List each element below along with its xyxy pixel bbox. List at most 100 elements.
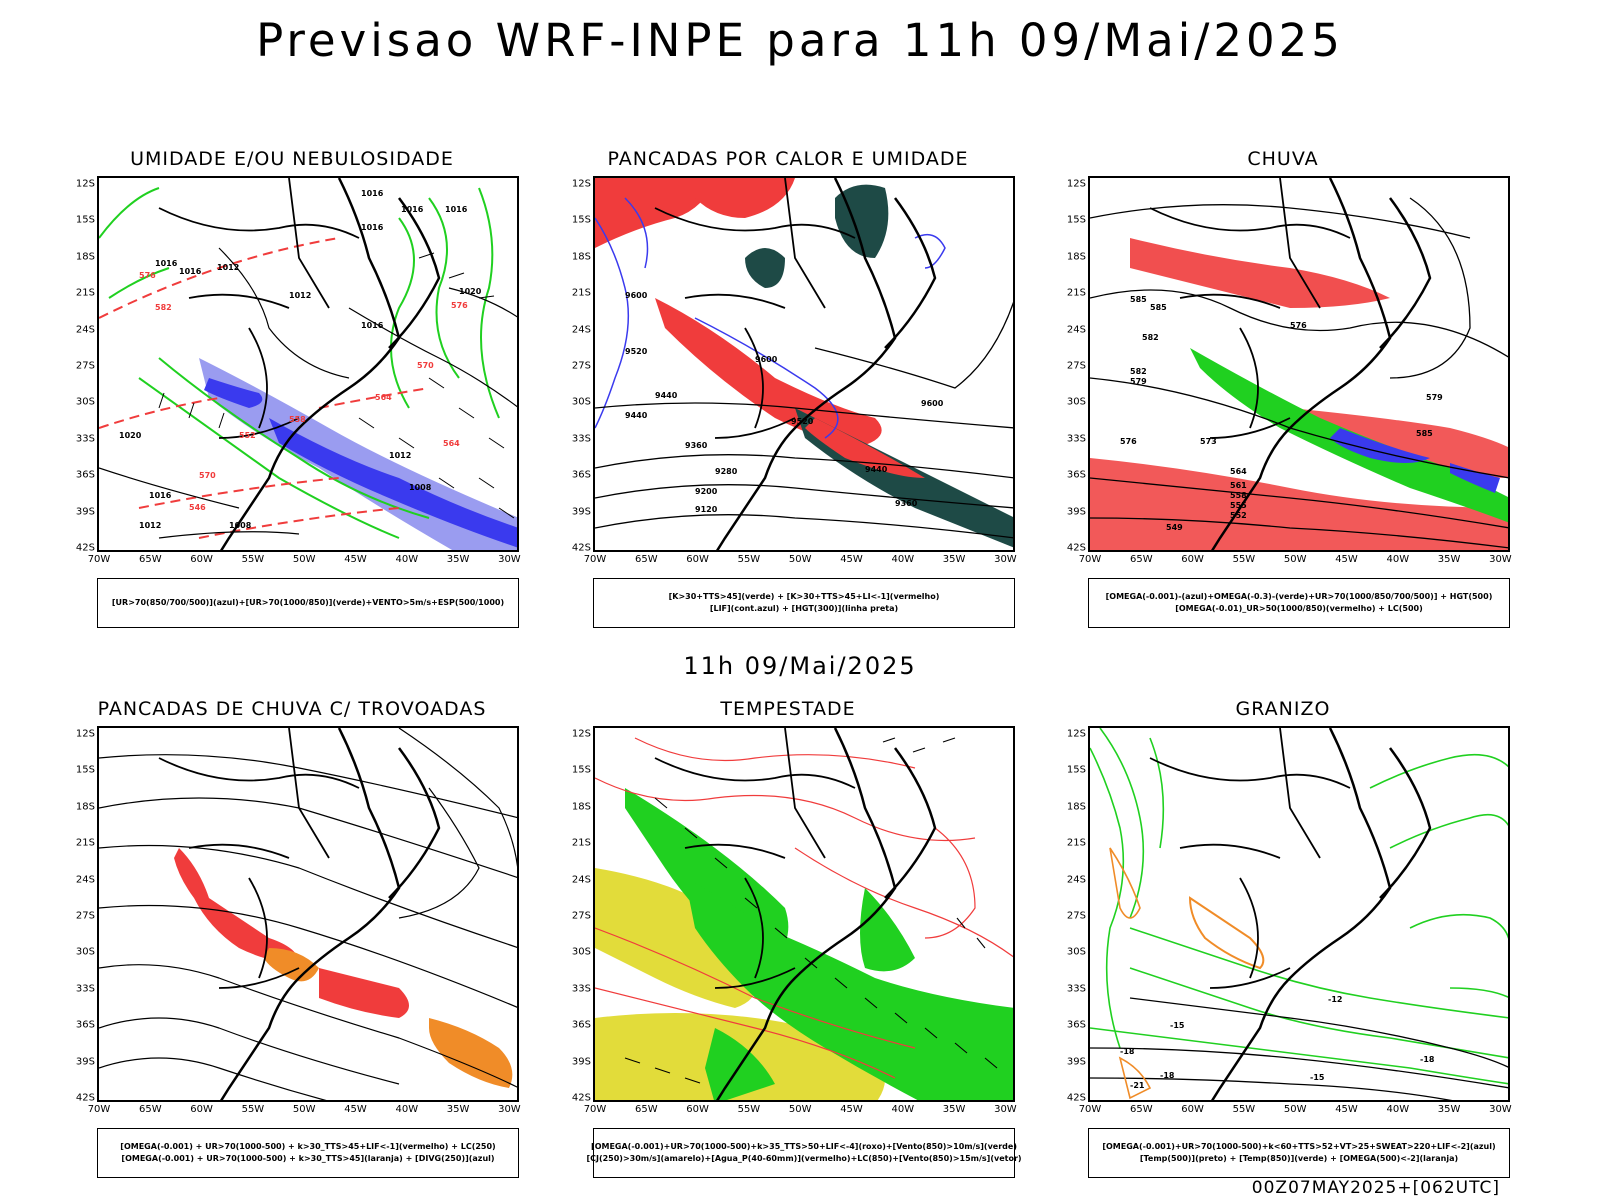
latitude-tick-label: 33S [75, 433, 95, 445]
political-borders [1149, 178, 1351, 439]
instability-area-north-2 [695, 178, 795, 218]
longitude-tick-label: 55W [1232, 554, 1256, 565]
panel-title: PANCADAS DE CHUVA C/ TROVOADAS [97, 698, 487, 720]
low-level-moisture-contours [99, 187, 500, 539]
contour-value-label: -15 [1310, 1073, 1325, 1082]
contour-value-label: 9360 [895, 499, 918, 508]
contour-value-label: 1012 [217, 263, 239, 272]
longitude-axis: 70W 65W 60W 55W 50W 45W 40W 35W 30W [584, 1104, 1017, 1118]
latitude-tick-label: 21S [75, 287, 95, 299]
longitude-axis: 70W 65W 60W 55W 50W 45W 40W 35W 30W [1079, 1104, 1512, 1118]
contour-value-label: 9440 [655, 391, 678, 400]
longitude-tick-label: 40W [1386, 554, 1410, 565]
latitude-axis: 12S 15S 18S 21S 24S 27S 30S 33S 36S 39S 42S [57, 726, 95, 1104]
longitude-axis: 70W 65W 60W 55W 50W 45W 40W 35W 30W [1079, 554, 1512, 568]
contour-value-label: 585 [1150, 303, 1167, 312]
longitude-tick-label: 45W [344, 554, 367, 565]
run-identifier: 00Z07MAY2025+[062UTC] [1251, 1178, 1500, 1198]
panel-tempestade: TEMPESTADE 12S 15S 18S 21S 24S 27S 30S 33S 36S 39… [553, 698, 1023, 1188]
contour-value-label: 1016 [361, 189, 384, 198]
map-chuva: 585 585 582 582 579 576 573 576 579 585 564 561 558 5… [1088, 176, 1510, 552]
low-level-jet-area-main [685, 878, 1013, 1100]
longitude-tick-label: 30W [498, 1104, 521, 1115]
map-granizo: -12 -15 -18 -18 -15 -18 -21 [1088, 726, 1510, 1102]
contour-value-label: 9520 [791, 417, 814, 426]
longitude-tick-label: 60W [1181, 1104, 1204, 1115]
latitude-tick-label: 27S [1066, 910, 1086, 922]
instability-area-central [655, 298, 882, 448]
temperature-500-contours [1090, 997, 1508, 1100]
longitude-tick-label: 55W [737, 1104, 761, 1115]
latitude-axis: 12S 15S 18S 21S 24S 27S 30S 33S 36S 39S 42S [553, 176, 591, 554]
contour-value-label: -18 [1420, 1055, 1435, 1064]
contour-value-label: 576 [451, 301, 468, 310]
latitude-tick-label: 36S [1066, 1019, 1086, 1031]
latitude-tick-label: 33S [75, 983, 95, 995]
contour-value-label: 570 [417, 361, 434, 370]
longitude-tick-label: 35W [1437, 1104, 1461, 1115]
longitude-tick-label: 35W [942, 554, 966, 565]
temperature-850-contours [1090, 728, 1508, 1085]
latitude-tick-label: 24S [75, 324, 95, 336]
political-borders [1149, 728, 1351, 989]
contour-value-label: 582 [1142, 333, 1159, 342]
legend-line-2: [Temp(500)](preto) + [Temp(850)](verde) … [1139, 1154, 1459, 1163]
latitude-tick-label: 18S [75, 251, 95, 263]
longitude-tick-label: 60W [190, 1104, 213, 1115]
map-pancadas-trovoadas [97, 726, 519, 1102]
longitude-tick-label: 60W [1181, 554, 1204, 565]
contour-value-label: 573 [1200, 437, 1217, 446]
latitude-tick-label: 18S [571, 801, 591, 813]
longitude-tick-label: 55W [241, 1104, 265, 1115]
latitude-tick-label: 15S [571, 764, 591, 776]
longitude-tick-label: 70W [1078, 554, 1102, 565]
latitude-tick-label: 18S [1066, 251, 1086, 263]
latitude-axis: 12S 15S 18S 21S 24S 27S 30S 33S 36S 39S 42S [1048, 176, 1086, 554]
strong-omega-area-west [1109, 847, 1152, 1100]
contour-value-label: -18 [1120, 1047, 1135, 1056]
latitude-tick-label: 12S [75, 728, 95, 740]
legend-line-1: [OMEGA(-0.001)+UR>70(1000-500)+k<60+TTS>… [1102, 1142, 1496, 1151]
contour-value-label: 564 [443, 439, 460, 448]
longitude-tick-label: 70W [1078, 1104, 1102, 1115]
contour-value-label: 549 [1166, 523, 1183, 532]
panel-granizo: GRANIZO 12S 15S 18S 21S 24S 27S 30S 33S 36S 39S 42… [1048, 698, 1518, 1188]
latitude-tick-label: 12S [75, 178, 95, 190]
latitude-tick-label: 39S [571, 506, 591, 518]
longitude-tick-label: 65W [634, 554, 658, 565]
latitude-tick-label: 39S [1066, 506, 1086, 518]
panel-pancadas-calor: PANCADAS POR CALOR E UMIDADE 12S 15S 18S 21… [553, 148, 1023, 638]
latitude-tick-label: 42S [1066, 542, 1086, 554]
contour-value-label: -18 [1160, 1071, 1175, 1080]
longitude-axis: 70W 65W 60W 55W 50W 45W 40W 35W 30W [88, 554, 521, 568]
contour-value-label: 546 [189, 503, 206, 512]
contour-value-label: 1016 [361, 223, 384, 232]
panel-legend: [OMEGA(-0.001)+UR>70(1000-500)+k>35_TTS>… [586, 1128, 1022, 1178]
contour-value-label: 1020 [459, 287, 482, 296]
contour-value-label: 555 [1230, 501, 1247, 510]
contour-value-label: 579 [1426, 393, 1443, 402]
panel-legend: [UR>70(850/700/500)](azul)+[UR>70(1000/8… [97, 578, 519, 628]
map-canvas: -12 -15 -18 -18 -15 -18 -21 [1090, 728, 1508, 1100]
contour-value-label: -12 [1328, 995, 1342, 1004]
wind-vectors [158, 252, 515, 519]
thunderstorm-area-west [174, 848, 299, 963]
latitude-tick-label: 15S [1066, 214, 1086, 226]
latitude-tick-label: 27S [571, 910, 591, 922]
political-borders [158, 178, 360, 439]
latitude-tick-label: 24S [571, 324, 591, 336]
latitude-tick-label: 21S [571, 837, 591, 849]
panel-legend: [K>30+TTS>45](verde) + [K>30+TTS>45+LI<-… [593, 578, 1015, 628]
latitude-tick-label: 39S [1066, 1056, 1086, 1068]
rain-area-north [1130, 238, 1390, 308]
longitude-tick-label: 50W [788, 554, 812, 565]
longitude-tick-label: 50W [788, 1104, 812, 1115]
panel-title: GRANIZO [1235, 698, 1331, 720]
latitude-tick-label: 18S [571, 251, 591, 263]
contour-value-label: 1016 [401, 205, 424, 214]
coastline [1211, 728, 1432, 1100]
contour-value-label: 1016 [361, 321, 384, 330]
longitude-tick-label: 60W [686, 554, 709, 565]
latitude-tick-label: 15S [571, 214, 591, 226]
panel-pancadas-trovoadas: PANCADAS DE CHUVA C/ TROVOADAS 12S 15S 18S… [57, 698, 527, 1188]
